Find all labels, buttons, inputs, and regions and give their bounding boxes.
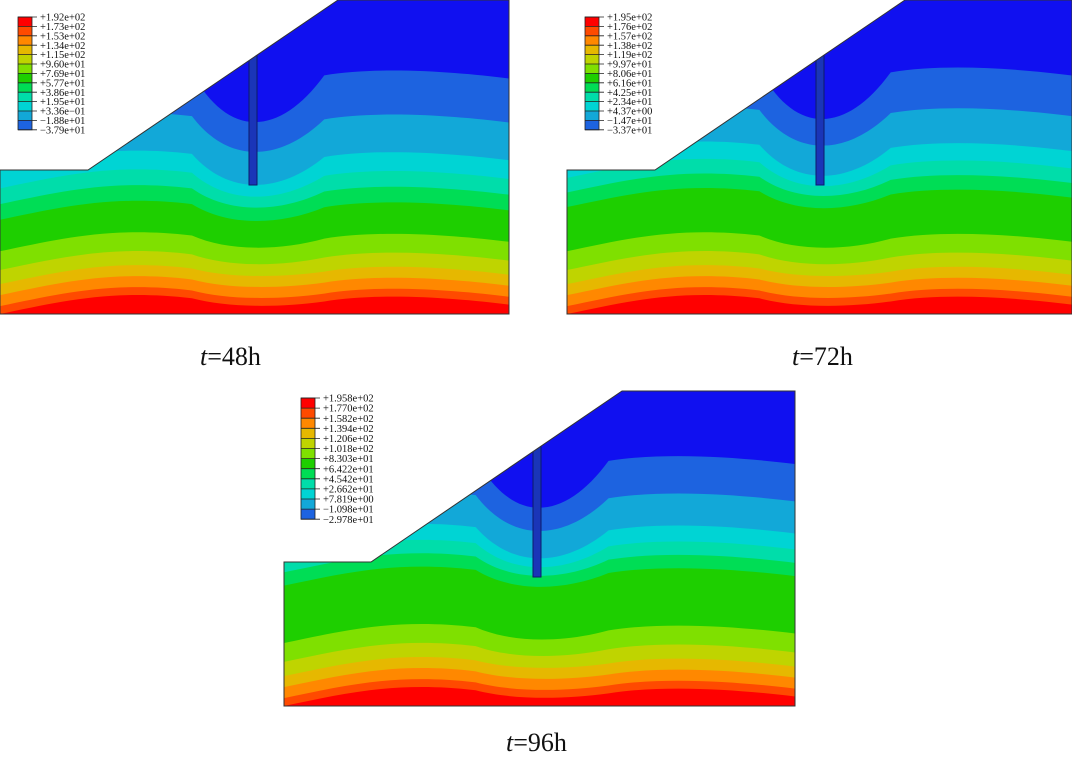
legend-label: +1.38e+02 bbox=[607, 41, 652, 52]
legend-swatch bbox=[585, 101, 599, 111]
legend-label: +1.206e+02 bbox=[323, 434, 374, 445]
legend-swatch bbox=[585, 92, 599, 102]
legend-swatch bbox=[301, 448, 315, 459]
legend-swatch bbox=[18, 101, 32, 111]
legend-swatch bbox=[585, 82, 599, 93]
legend-label: +2.34e+01 bbox=[607, 97, 652, 108]
legend-label: +1.15e+02 bbox=[40, 50, 85, 61]
legend-label: +1.73e+02 bbox=[40, 22, 85, 33]
legend-label: +1.770e+02 bbox=[323, 404, 374, 415]
legend-label: −1.88e+01 bbox=[40, 116, 85, 127]
caption-96h: t=96h bbox=[506, 728, 567, 758]
legend-label: −3.37e+01 bbox=[607, 125, 652, 136]
legend-label: +6.16e+01 bbox=[607, 78, 652, 89]
legend-swatch bbox=[585, 26, 599, 36]
legend-swatch bbox=[301, 438, 315, 449]
legend-swatch bbox=[18, 111, 32, 121]
legend-label: −1.098e+01 bbox=[323, 505, 374, 516]
legend-swatch bbox=[301, 509, 315, 520]
caption-variable: t bbox=[200, 342, 208, 371]
contour-panel: +1.958e+02+1.770e+02+1.582e+02+1.394e+02… bbox=[283, 390, 796, 707]
legend: +1.958e+02+1.770e+02+1.582e+02+1.394e+02… bbox=[300, 394, 374, 526]
legend-label: +1.958e+02 bbox=[323, 394, 374, 405]
legend-label: +5.77e+01 bbox=[40, 78, 85, 89]
legend-swatch bbox=[18, 17, 32, 27]
legend-label: +1.95e+02 bbox=[607, 13, 652, 24]
caption-time: =96h bbox=[513, 728, 567, 757]
legend-label: +2.662e+01 bbox=[323, 485, 374, 496]
legend-label: +1.95e+01 bbox=[40, 97, 85, 108]
anti-slide-pile bbox=[248, 52, 258, 186]
legend-swatch bbox=[585, 45, 599, 55]
contour-panel: +1.95e+02+1.76e+02+1.57e+02+1.38e+02+1.1… bbox=[566, 0, 1072, 315]
legend-swatch bbox=[18, 73, 32, 83]
legend-label: −1.47e+01 bbox=[607, 116, 652, 127]
legend-swatch bbox=[301, 418, 315, 429]
legend-swatch bbox=[18, 64, 32, 74]
legend-label: +1.394e+02 bbox=[323, 424, 374, 435]
legend-label: +9.97e+01 bbox=[607, 60, 652, 71]
anti-slide-pile bbox=[532, 444, 542, 578]
legend-label: +8.06e+01 bbox=[607, 69, 652, 80]
legend-swatch bbox=[18, 54, 32, 64]
legend-swatch bbox=[301, 468, 315, 479]
legend-label: −2.978e+01 bbox=[323, 515, 374, 526]
legend-label: +3.86e+01 bbox=[40, 88, 85, 99]
legend-swatch bbox=[585, 120, 599, 130]
legend-label: +4.37e+00 bbox=[607, 107, 652, 118]
caption-72h: t=72h bbox=[792, 342, 853, 372]
legend-swatch bbox=[301, 408, 315, 419]
legend-label: +1.53e+02 bbox=[40, 31, 85, 42]
caption-variable: t bbox=[792, 342, 800, 371]
legend-swatch bbox=[18, 92, 32, 102]
legend-swatch bbox=[301, 499, 315, 510]
legend-swatch bbox=[18, 26, 32, 36]
legend-swatch bbox=[18, 35, 32, 46]
legend-label: +6.422e+01 bbox=[323, 464, 374, 475]
legend-swatch bbox=[585, 35, 599, 46]
legend-label: +1.19e+02 bbox=[607, 50, 652, 61]
caption-time: =48h bbox=[207, 342, 261, 371]
legend-swatch bbox=[585, 17, 599, 27]
legend-label: +1.92e+02 bbox=[40, 13, 85, 24]
legend-swatch bbox=[301, 398, 315, 409]
legend-label: +4.542e+01 bbox=[323, 474, 374, 485]
legend-label: +1.57e+02 bbox=[607, 31, 652, 42]
legend-swatch bbox=[301, 428, 315, 439]
legend-swatch bbox=[585, 64, 599, 74]
legend-label: +1.018e+02 bbox=[323, 444, 374, 455]
legend-swatch bbox=[301, 458, 315, 469]
legend-swatch bbox=[301, 478, 315, 489]
legend-label: −3.79e+01 bbox=[40, 125, 85, 136]
legend-label: +1.76e+02 bbox=[607, 22, 652, 33]
anti-slide-pile bbox=[815, 52, 825, 186]
legend-swatch bbox=[585, 54, 599, 64]
legend-label: +8.303e+01 bbox=[323, 454, 374, 465]
caption-time: =72h bbox=[799, 342, 853, 371]
legend-swatch bbox=[301, 488, 315, 499]
legend: +1.95e+02+1.76e+02+1.57e+02+1.38e+02+1.1… bbox=[584, 13, 652, 136]
legend-label: +1.582e+02 bbox=[323, 414, 374, 425]
caption-variable: t bbox=[506, 728, 514, 757]
legend-swatch bbox=[585, 111, 599, 121]
legend-swatch bbox=[18, 82, 32, 93]
legend-label: +1.34e+02 bbox=[40, 41, 85, 52]
legend-swatch bbox=[18, 120, 32, 130]
legend-label: +9.60e+01 bbox=[40, 60, 85, 71]
legend-label: +3.36e−01 bbox=[40, 107, 85, 118]
legend-label: +7.819e+00 bbox=[323, 495, 374, 506]
contour-panel: +1.92e+02+1.73e+02+1.53e+02+1.34e+02+1.1… bbox=[0, 0, 510, 315]
legend-label: +4.25e+01 bbox=[607, 88, 652, 99]
caption-48h: t=48h bbox=[200, 342, 261, 372]
legend: +1.92e+02+1.73e+02+1.53e+02+1.34e+02+1.1… bbox=[17, 13, 85, 136]
legend-swatch bbox=[18, 45, 32, 55]
legend-swatch bbox=[585, 73, 599, 83]
legend-label: +7.69e+01 bbox=[40, 69, 85, 80]
